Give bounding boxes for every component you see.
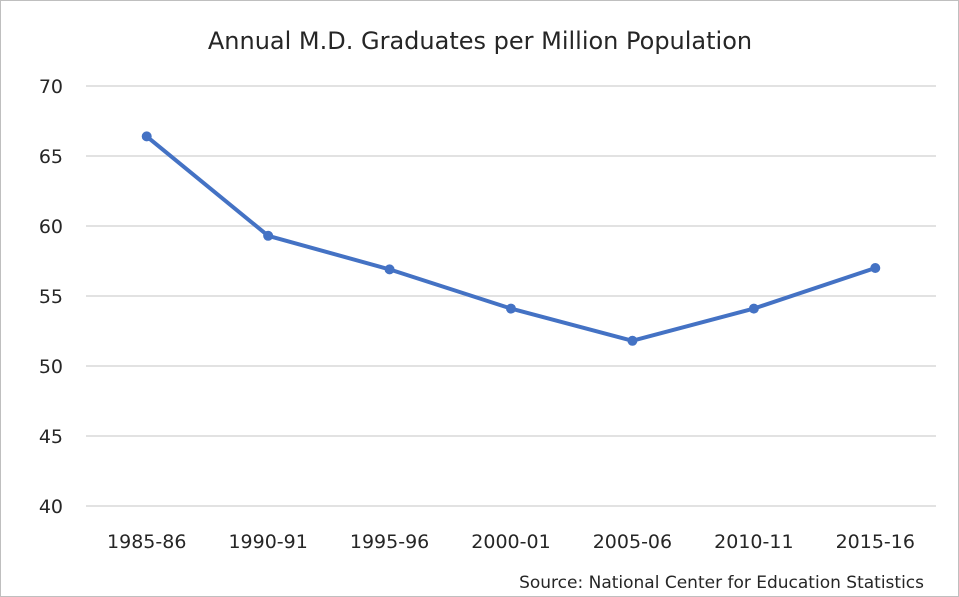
data-point xyxy=(384,264,395,275)
y-tick-label: 50 xyxy=(39,356,63,378)
data-point xyxy=(748,303,759,314)
data-point xyxy=(506,303,516,314)
y-tick-label: 40 xyxy=(39,496,63,518)
y-tick-label: 45 xyxy=(39,426,63,448)
x-tick-label: 1985-86 xyxy=(107,531,186,553)
x-tick-label: 1990-91 xyxy=(228,531,307,553)
data-point xyxy=(141,131,152,142)
y-tick-label: 70 xyxy=(39,76,63,98)
x-tick-label: 2005-06 xyxy=(593,531,672,553)
data-point xyxy=(870,263,881,273)
x-tick-label: 2000-01 xyxy=(471,531,550,553)
data-point xyxy=(263,230,274,241)
y-tick-label: 60 xyxy=(39,216,63,238)
y-tick-label: 55 xyxy=(39,286,63,308)
data-point xyxy=(627,335,638,346)
x-tick-label: 2015-16 xyxy=(836,531,915,553)
source-annotation: Source: National Center for Education St… xyxy=(519,573,924,593)
x-tick-label: 2010-11 xyxy=(714,531,793,553)
chart-title: Annual M.D. Graduates per Million Popula… xyxy=(208,27,752,55)
y-tick-label: 65 xyxy=(39,146,63,168)
x-tick-label: 1995-96 xyxy=(350,531,429,553)
